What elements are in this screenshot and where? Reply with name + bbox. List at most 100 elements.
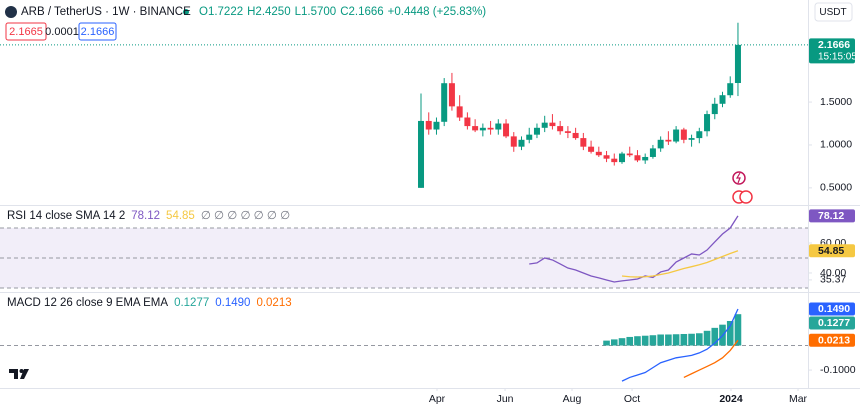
price-badge (809, 38, 855, 64)
currency: USDT (819, 7, 846, 18)
indicator-placeholder: ∅ ∅ ∅ ∅ ∅ ∅ ∅ (201, 210, 290, 222)
candle-body (727, 83, 734, 96)
candle-body (503, 123, 510, 137)
indicator-line (621, 308, 739, 382)
histogram-bar (610, 339, 618, 346)
ohlc-value: H2.4250 (247, 6, 290, 18)
histogram-bar (696, 333, 703, 346)
y-tick-label: -0.1000 (820, 364, 856, 376)
candle-body (549, 122, 556, 127)
candle-body (734, 44, 741, 84)
candle-body (487, 127, 494, 130)
indicator-legend: MACD 12 26 close 9 EMA EMA 0.1277 0.1490 0.… (7, 297, 292, 309)
indicator-line (683, 339, 739, 379)
candle-body (711, 103, 718, 115)
ohlc-value: C2.1666 (340, 6, 383, 18)
x-tick-label: Oct (624, 393, 640, 405)
price-badge (809, 209, 855, 223)
candle-body (472, 126, 479, 131)
candle-body (479, 127, 486, 131)
x-tick-label: 2024 (719, 393, 743, 405)
x-tick-label: Jun (497, 393, 514, 405)
sell-box[interactable] (5, 22, 47, 41)
candle-body (588, 146, 595, 152)
candle-body (518, 139, 525, 147)
candle-body (611, 158, 618, 163)
price-badge (809, 333, 855, 347)
indicator-value: 0.1277 (174, 297, 209, 309)
candle-body (557, 126, 564, 132)
indicator-line (529, 215, 739, 283)
histogram-bar (688, 333, 695, 346)
y-tick-label: 1.5000 (820, 96, 852, 108)
candle-body (665, 139, 672, 142)
histogram-bar (711, 327, 719, 346)
histogram-bar (634, 336, 641, 346)
candle-body (564, 131, 571, 133)
badge-value: 0.1490 (818, 303, 850, 315)
candle-body (595, 151, 602, 156)
indicator-line (621, 250, 739, 278)
candle-body (464, 117, 471, 127)
indicator-value: 54.85 (166, 210, 195, 222)
candle-body (418, 120, 425, 188)
price-badge (809, 302, 855, 316)
candle-body (541, 122, 548, 128)
histogram-bar (672, 334, 680, 346)
histogram-bar (680, 333, 688, 346)
ohlc-value: O1.7222 (199, 6, 243, 18)
status-dot (183, 9, 189, 15)
histogram-bar (657, 334, 664, 346)
histogram-bar (665, 334, 672, 346)
buy-box[interactable] (78, 22, 117, 41)
candle-body (680, 129, 687, 140)
histogram-bar (618, 338, 626, 346)
candle-body (456, 106, 463, 118)
indicator-legend: RSI 14 close SMA 14 2 78.12 54.85 ∅ ∅ ∅ ∅ ∅… (7, 210, 290, 222)
histogram-bar (603, 340, 610, 346)
symbol-legend: ARB / TetherUS · 1W · BINANCE (21, 6, 191, 18)
y-tick-label: 0.5000 (820, 182, 852, 194)
currency-button[interactable] (814, 2, 853, 22)
badge-value: 0.1277 (818, 317, 850, 329)
price-badge (809, 316, 855, 330)
candle-body (603, 155, 610, 159)
candle-body (642, 156, 649, 161)
candle-body (572, 132, 579, 139)
badge-countdown: 15:15:05 (818, 52, 857, 63)
candle-body (673, 129, 680, 142)
candle-body (533, 127, 540, 135)
candle-body (448, 83, 455, 107)
badge-value: 54.85 (818, 245, 844, 257)
event-icons (732, 171, 753, 204)
candle-body (510, 136, 517, 147)
y-tick-label: 1.0000 (820, 139, 852, 151)
candle-body (441, 83, 448, 122)
candle-body (626, 153, 633, 156)
candle-body (634, 155, 641, 161)
candle-body (719, 95, 726, 104)
x-tick-label: Aug (563, 393, 582, 405)
spread: 0.0001 (45, 26, 79, 38)
badge-value: 2.1666 (818, 39, 850, 51)
candle-body (657, 139, 664, 149)
histogram-bar (649, 335, 657, 346)
price-badge (809, 244, 855, 258)
ohlc-legend: O1.7222 H2.4250 L1.5700 C2.1666 +0.4448 (+25… (199, 6, 486, 18)
indicator-value: 0.0213 (256, 297, 291, 309)
tv-logo (9, 369, 29, 379)
histogram-bar (641, 335, 649, 346)
candle-body (495, 123, 502, 130)
indicator-title: RSI 14 close SMA 14 2 (7, 210, 125, 222)
candle-body (649, 148, 656, 157)
x-tick-label: Apr (429, 393, 446, 405)
candle-body (704, 114, 711, 132)
candle-body (688, 138, 695, 140)
histogram-bar (726, 320, 734, 346)
candle-body (619, 153, 626, 163)
buy-price: 2.1666 (81, 26, 115, 38)
badge-value: 0.0213 (818, 334, 850, 346)
candle-body (696, 131, 703, 139)
candle-body (580, 138, 587, 147)
